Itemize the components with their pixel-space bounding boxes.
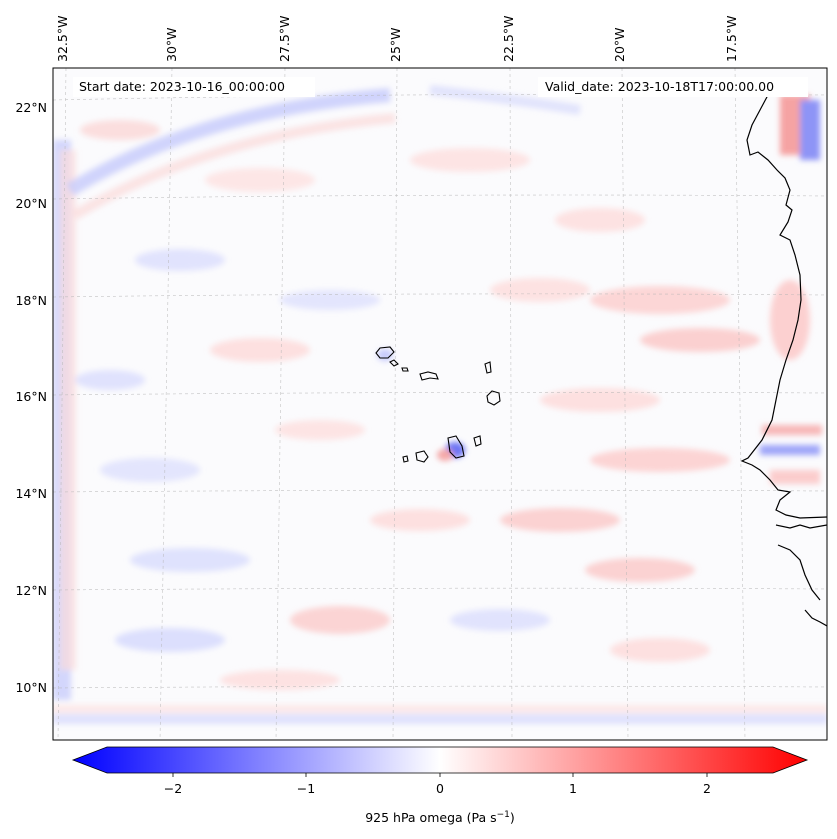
lat-label: 22°N — [15, 100, 47, 115]
lon-label: 20°W — [612, 27, 627, 62]
lon-label: 32.5°W — [55, 16, 70, 62]
colorbar-title: 925 hPa omega (Pa s−1) — [365, 810, 515, 825]
start-date-label: Start date: 2023-10-16_00:00:00 — [79, 79, 285, 94]
colorbar: −2 −1 0 1 2 925 hPa omega (Pa s−1) — [71, 746, 809, 825]
map-frame — [52, 67, 828, 741]
island-santo-antao — [375, 346, 395, 359]
island-brava — [402, 455, 409, 463]
colorbar-title-main: 925 hPa omega (Pa s — [365, 810, 496, 825]
cb-tick-label: −2 — [164, 781, 182, 796]
island-sal — [484, 361, 492, 374]
island-sao-nicolau — [419, 371, 439, 381]
colorbar-title-close: ) — [510, 810, 515, 825]
lat-label: 14°N — [15, 486, 47, 501]
africa-coastline — [740, 94, 827, 627]
lat-label: 10°N — [15, 680, 47, 695]
colorbar-ticks — [172, 773, 708, 777]
lat-label: 12°N — [15, 583, 47, 598]
start-date-box — [73, 77, 315, 97]
cb-tick-label: 0 — [436, 781, 444, 796]
valid-date-label: Valid_date: 2023-10-18T17:00:00.00 — [545, 79, 774, 94]
lon-label: 22.5°W — [501, 16, 516, 62]
longitude-labels: 32.5°W 30°W 27.5°W 25°W 22.5°W 20°W 17.5… — [55, 16, 739, 62]
omega-field — [53, 85, 827, 724]
lat-label: 16°N — [15, 389, 47, 404]
island-santiago — [447, 435, 465, 459]
lat-label: 18°N — [15, 293, 47, 308]
island-fogo — [415, 450, 429, 463]
graticule-lines — [53, 68, 827, 740]
colorbar-bar — [71, 746, 809, 774]
map-panel: Start date: 2023-10-16_00:00:00 Valid_da… — [52, 67, 828, 741]
island-sao-vicente — [389, 359, 399, 367]
cape-verde-islands — [375, 346, 501, 463]
lon-label: 27.5°W — [277, 16, 292, 62]
cb-tick-label: −1 — [297, 781, 315, 796]
colorbar-title-exponent: −1 — [497, 810, 510, 820]
island-santa-luzia — [401, 367, 409, 372]
cb-tick-label: 2 — [703, 781, 711, 796]
island-boa-vista — [486, 390, 501, 406]
valid-date-box — [538, 77, 808, 97]
lat-label: 20°N — [15, 196, 47, 211]
lon-label: 30°W — [164, 27, 179, 62]
lon-label: 17.5°W — [724, 16, 739, 62]
latitude-labels: 22°N 20°N 18°N 16°N 14°N 12°N 10°N — [15, 100, 47, 695]
cb-tick-label: 1 — [569, 781, 577, 796]
lon-label: 25°W — [388, 27, 403, 62]
island-maio — [473, 435, 482, 447]
